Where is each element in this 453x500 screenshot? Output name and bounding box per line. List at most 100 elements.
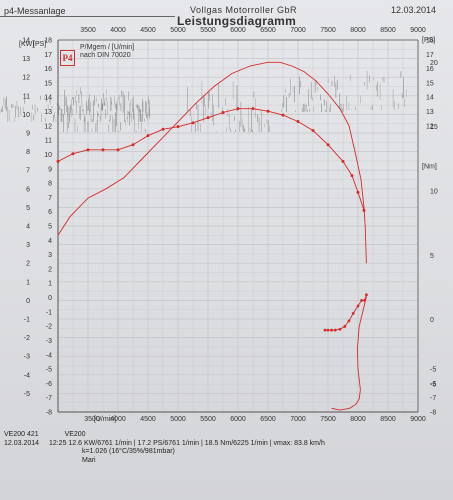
- right-lower-tick-label: -6: [430, 381, 436, 388]
- legend-line-2: nach DIN 70020: [80, 52, 131, 59]
- torque-point: [362, 208, 366, 212]
- torque-point: [251, 107, 255, 111]
- kw-tick-label: 7: [26, 168, 30, 175]
- x-top-tick-label: 9000: [410, 27, 426, 34]
- kw-tick-label: -5: [24, 391, 30, 398]
- ps-tick-label: 18: [44, 38, 52, 45]
- right-ps-tick-label: 18: [426, 38, 434, 45]
- torque-point: [236, 107, 240, 111]
- kw-tick-label: 0: [26, 298, 30, 305]
- x-tick-label: 8500: [380, 416, 396, 423]
- torque-curve: [57, 108, 365, 211]
- kw-tick-label: -3: [24, 354, 30, 361]
- torque-point: [281, 113, 285, 117]
- loss-point: [365, 293, 368, 297]
- ps-tick-label: 6: [48, 209, 52, 216]
- kw-tick-label: 12: [22, 75, 30, 82]
- footer-operator: Mari: [82, 456, 96, 464]
- torque-point: [296, 120, 300, 124]
- ps-tick-label: -4: [46, 352, 52, 359]
- legend: P/Mgem / [U/min] nach DIN 70020: [80, 44, 134, 60]
- ps-tick-label: 10: [44, 152, 52, 159]
- x-tick-label: 8000: [350, 416, 366, 423]
- kw-axis-label: [KW]: [19, 41, 34, 48]
- torque-point: [116, 148, 120, 152]
- x-top-tick-label: 4000: [110, 27, 126, 34]
- ps-tick-label: -1: [46, 309, 52, 316]
- kw-tick-label: 13: [22, 56, 30, 63]
- header-rule: [0, 16, 175, 17]
- kw-tick-label: 11: [23, 93, 30, 100]
- right-ps-tick-label: 16: [426, 66, 434, 73]
- ps-tick-label: -8: [46, 410, 52, 417]
- ps-tick-label: 13: [44, 109, 52, 116]
- x-top-tick-label: 6500: [260, 27, 276, 34]
- loss-point: [360, 299, 363, 302]
- ps-tick-label: 9: [48, 166, 52, 173]
- loss-point: [323, 328, 327, 332]
- x-top-tick-label: 7000: [290, 27, 306, 34]
- ps-tick-label: 3: [48, 252, 52, 259]
- kw-tick-label: -4: [24, 372, 30, 379]
- kw-tick-label: 4: [26, 224, 30, 231]
- ps-tick-label: 8: [48, 181, 52, 188]
- x-tick-label: 6000: [230, 416, 246, 423]
- kw-tick-label: 9: [26, 131, 30, 138]
- x-tick-label: 6500: [260, 416, 276, 423]
- x-tick-label: 7500: [320, 416, 336, 423]
- ps-tick-label: 11: [45, 138, 52, 145]
- result-summary: VE200 421 VE200 12.03.2014 12:25 12.6 KW…: [4, 431, 325, 465]
- torque-point: [221, 111, 225, 115]
- signal-noise-band: [0, 70, 407, 132]
- ps-tick-label: -3: [46, 338, 52, 345]
- nm-tick-label: 10: [430, 189, 438, 196]
- series-group: [56, 61, 368, 411]
- nm-tick-label: -5: [430, 382, 436, 389]
- ps-tick-label: 14: [44, 95, 52, 102]
- right-ps-tick-label: 15: [426, 80, 434, 87]
- header-date: 12.03.2014: [391, 5, 437, 15]
- loss-point: [330, 328, 333, 332]
- x-top-tick-label: 8000: [350, 27, 366, 34]
- x-top-tick-label: 6000: [230, 27, 246, 34]
- x-top-tick-label: 3500: [80, 27, 96, 34]
- right-ps-tick-label: 14: [426, 95, 434, 102]
- torque-point: [131, 143, 135, 147]
- nm-axis-label: [Nm]: [422, 163, 437, 170]
- ps-tick-label: 7: [48, 195, 52, 202]
- nm-tick-label: 0: [430, 317, 434, 324]
- loss-point: [326, 328, 330, 332]
- torque-point: [71, 152, 75, 156]
- x-tick-label: 3500: [84, 416, 100, 423]
- ps-axis-label: [PS]: [33, 41, 46, 48]
- x-tick-label: 5500: [200, 416, 216, 423]
- torque-point: [146, 134, 150, 138]
- right-ps-tick-label: 12: [426, 123, 434, 130]
- torque-point: [206, 116, 210, 120]
- legend-line-1: P/Mgem / [U/min]: [80, 44, 135, 51]
- ps-tick-label: -5: [46, 367, 52, 374]
- ps-tick-label: 15: [44, 80, 52, 87]
- kw-tick-label: 6: [26, 186, 30, 193]
- torque-point: [191, 121, 195, 125]
- ps-tick-label: 5: [48, 224, 52, 231]
- loss-point: [333, 328, 337, 332]
- loss-point: [343, 325, 347, 328]
- kw-tick-label: 8: [26, 149, 30, 156]
- kw-tick-label: 5: [26, 205, 30, 212]
- torque-point: [350, 174, 354, 178]
- tick-labels: 4000 4500 5000 5500 6000 6500 7000 7500 8000 8500…: [19, 27, 438, 423]
- torque-point: [86, 148, 90, 152]
- ps-tick-label: 4: [48, 238, 52, 245]
- torque-point: [356, 190, 360, 194]
- x-top-tick-label: 5000: [170, 27, 186, 34]
- x-tick-label: 4500: [140, 416, 156, 423]
- kw-tick-label: 14: [22, 38, 30, 45]
- chart-title: Leistungsdiagramm: [177, 14, 297, 28]
- ps-tick-label: -7: [46, 395, 52, 402]
- torque-point: [176, 125, 180, 129]
- torque-point: [326, 143, 330, 147]
- company-name: Vollgas Motorroller GbR: [190, 5, 298, 15]
- nm-tick-label: 5: [430, 253, 434, 260]
